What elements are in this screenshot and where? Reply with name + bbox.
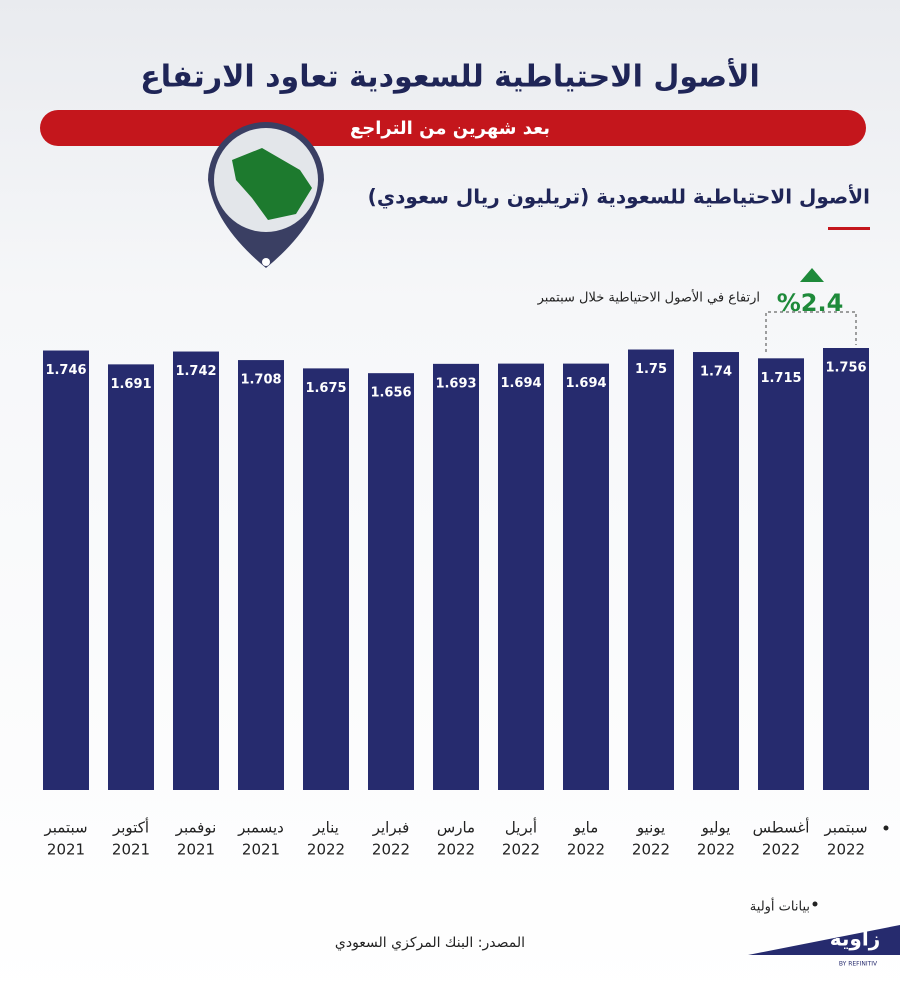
accent-line [828, 227, 870, 230]
map-pin [208, 122, 324, 268]
x-tick-label: 2022 [307, 841, 345, 859]
x-tick-label: 2022 [437, 841, 475, 859]
x-tick-label: 2022 [827, 841, 865, 859]
x-tick-label: أكتوبر [112, 818, 149, 837]
x-tick-label: يونيو [636, 819, 665, 837]
x-tick-label: أغسطس [753, 818, 810, 837]
bar [108, 364, 154, 790]
x-tick-label: مارس [437, 819, 475, 837]
x-tick-label: 2021 [242, 841, 280, 859]
x-tick-label: مايو [573, 819, 599, 837]
value-label: 1.74 [700, 365, 732, 380]
value-label: 1.694 [500, 376, 541, 391]
bar [628, 349, 674, 790]
x-tick-label: 2022 [502, 841, 540, 859]
x-tick-label: يوليو [701, 819, 731, 837]
logo-sub: BY REFINITIV [839, 961, 878, 968]
x-tick-label: 2022 [762, 841, 800, 859]
bracket [765, 311, 857, 352]
x-tick-label: يناير [312, 819, 339, 837]
value-label: 1.708 [240, 373, 281, 388]
title: الأصول الاحتياطية للسعودية تعاود الارتفا… [140, 58, 760, 95]
annotation: ارتفاع في الأصول الاحتياطية خلال سبتمبر [537, 289, 760, 306]
bar [823, 348, 869, 790]
x-tick-label: سبتمبر [823, 819, 867, 837]
bar [433, 363, 479, 790]
value-label: 1.656 [370, 386, 411, 401]
bullet [883, 825, 889, 831]
value-label: 1.691 [110, 377, 151, 392]
bar [43, 350, 89, 790]
x-tick-label: 2021 [47, 841, 85, 859]
up-arrow [800, 268, 824, 282]
subtitle: بعد شهرين من التراجع [350, 118, 550, 139]
value-label: 1.756 [825, 361, 866, 376]
x-tick-label: نوفمبر [175, 819, 217, 837]
x-tick-label: فبراير [372, 819, 410, 837]
x-tick-label: سبتمبر [43, 819, 87, 837]
value-label: 1.693 [435, 376, 476, 391]
bar [563, 363, 609, 790]
x-tick-label: 2022 [567, 841, 605, 859]
bar [693, 352, 739, 790]
logo-shape [748, 925, 900, 955]
bar [303, 368, 349, 790]
x-tick-label: 2021 [177, 841, 215, 859]
bar [758, 358, 804, 790]
note: بيانات أولية [750, 898, 810, 915]
value-label: 1.742 [175, 364, 216, 379]
x-tick-label: 2022 [372, 841, 410, 859]
bar [238, 360, 284, 790]
x-tick-label: ديسمبر [237, 819, 284, 837]
x-tick-label: أبريل [505, 818, 537, 837]
bar [368, 373, 414, 790]
value-label: 1.746 [45, 363, 86, 378]
value-label: 1.75 [635, 362, 667, 377]
chart-title: الأصول الاحتياطية للسعودية (تريليون ريال… [368, 184, 870, 210]
x-tick-label: 2021 [112, 841, 150, 859]
bar [498, 363, 544, 790]
change-value: %2.4 [777, 289, 844, 317]
x-tick-label: 2022 [697, 841, 735, 859]
value-label: 1.715 [760, 371, 801, 386]
source: المصدر: البنك المركزي السعودي [335, 935, 525, 951]
value-label: 1.694 [565, 376, 606, 391]
bullet [812, 901, 818, 907]
value-label: 1.675 [305, 381, 346, 396]
bar [173, 351, 219, 790]
logo: زاوية [830, 927, 880, 951]
x-tick-label: 2022 [632, 841, 670, 859]
